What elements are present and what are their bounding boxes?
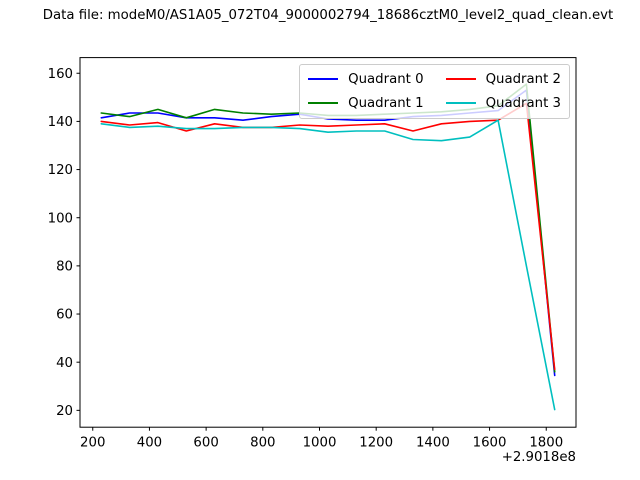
y-axis-tick-label: 160 <box>48 67 73 82</box>
axes-frame <box>79 57 577 428</box>
y-axis-tick-label: 100 <box>48 211 73 226</box>
legend-item-quadrant-0: Quadrant 0 <box>308 69 424 90</box>
legend-label-quadrant-1: Quadrant 1 <box>348 95 424 111</box>
x-axis-tick-label: 1200 <box>359 436 393 451</box>
x-axis-tick-label: 1000 <box>303 436 337 451</box>
y-axis-tick-label: 20 <box>56 404 73 419</box>
x-axis-tick-label: 1400 <box>416 436 450 451</box>
legend-item-quadrant-3: Quadrant 3 <box>445 93 561 114</box>
x-axis-tick-label: 1800 <box>529 436 563 451</box>
x-axis-offset-label: +2.9018e8 <box>501 450 576 465</box>
legend-line-swatch-quadrant-0 <box>308 78 339 80</box>
x-axis-tick-label: 200 <box>80 436 105 451</box>
legend-line-swatch-quadrant-1 <box>308 102 339 104</box>
series-line-quadrant-2 <box>100 102 556 371</box>
x-axis-tick-label: 800 <box>250 436 275 451</box>
chart-title: Data file: modeM0/AS1A05_072T04_90000027… <box>42 8 614 23</box>
x-axis-tick-label: 400 <box>137 436 162 451</box>
y-axis-tick-label: 60 <box>56 308 73 323</box>
legend-line-swatch-quadrant-3 <box>445 102 476 104</box>
series-line-quadrant-3 <box>100 119 556 411</box>
y-axis-tick-label: 140 <box>48 115 73 130</box>
x-axis-tick-label: 1600 <box>473 436 507 451</box>
legend-item-quadrant-1: Quadrant 1 <box>308 93 424 114</box>
legend-label-quadrant-3: Quadrant 3 <box>485 95 561 111</box>
y-axis-tick-label: 120 <box>48 163 73 178</box>
legend-item-quadrant-2: Quadrant 2 <box>445 69 561 90</box>
x-axis-tick-label: 600 <box>193 436 218 451</box>
legend-label-quadrant-2: Quadrant 2 <box>485 71 561 87</box>
legend-line-swatch-quadrant-2 <box>445 78 476 80</box>
legend: Quadrant 0 Quadrant 1 Quadrant 2 Quadran… <box>299 63 570 119</box>
y-axis-tick-label: 40 <box>56 356 73 371</box>
legend-label-quadrant-0: Quadrant 0 <box>348 71 424 87</box>
y-axis-tick-label: 80 <box>56 259 73 274</box>
